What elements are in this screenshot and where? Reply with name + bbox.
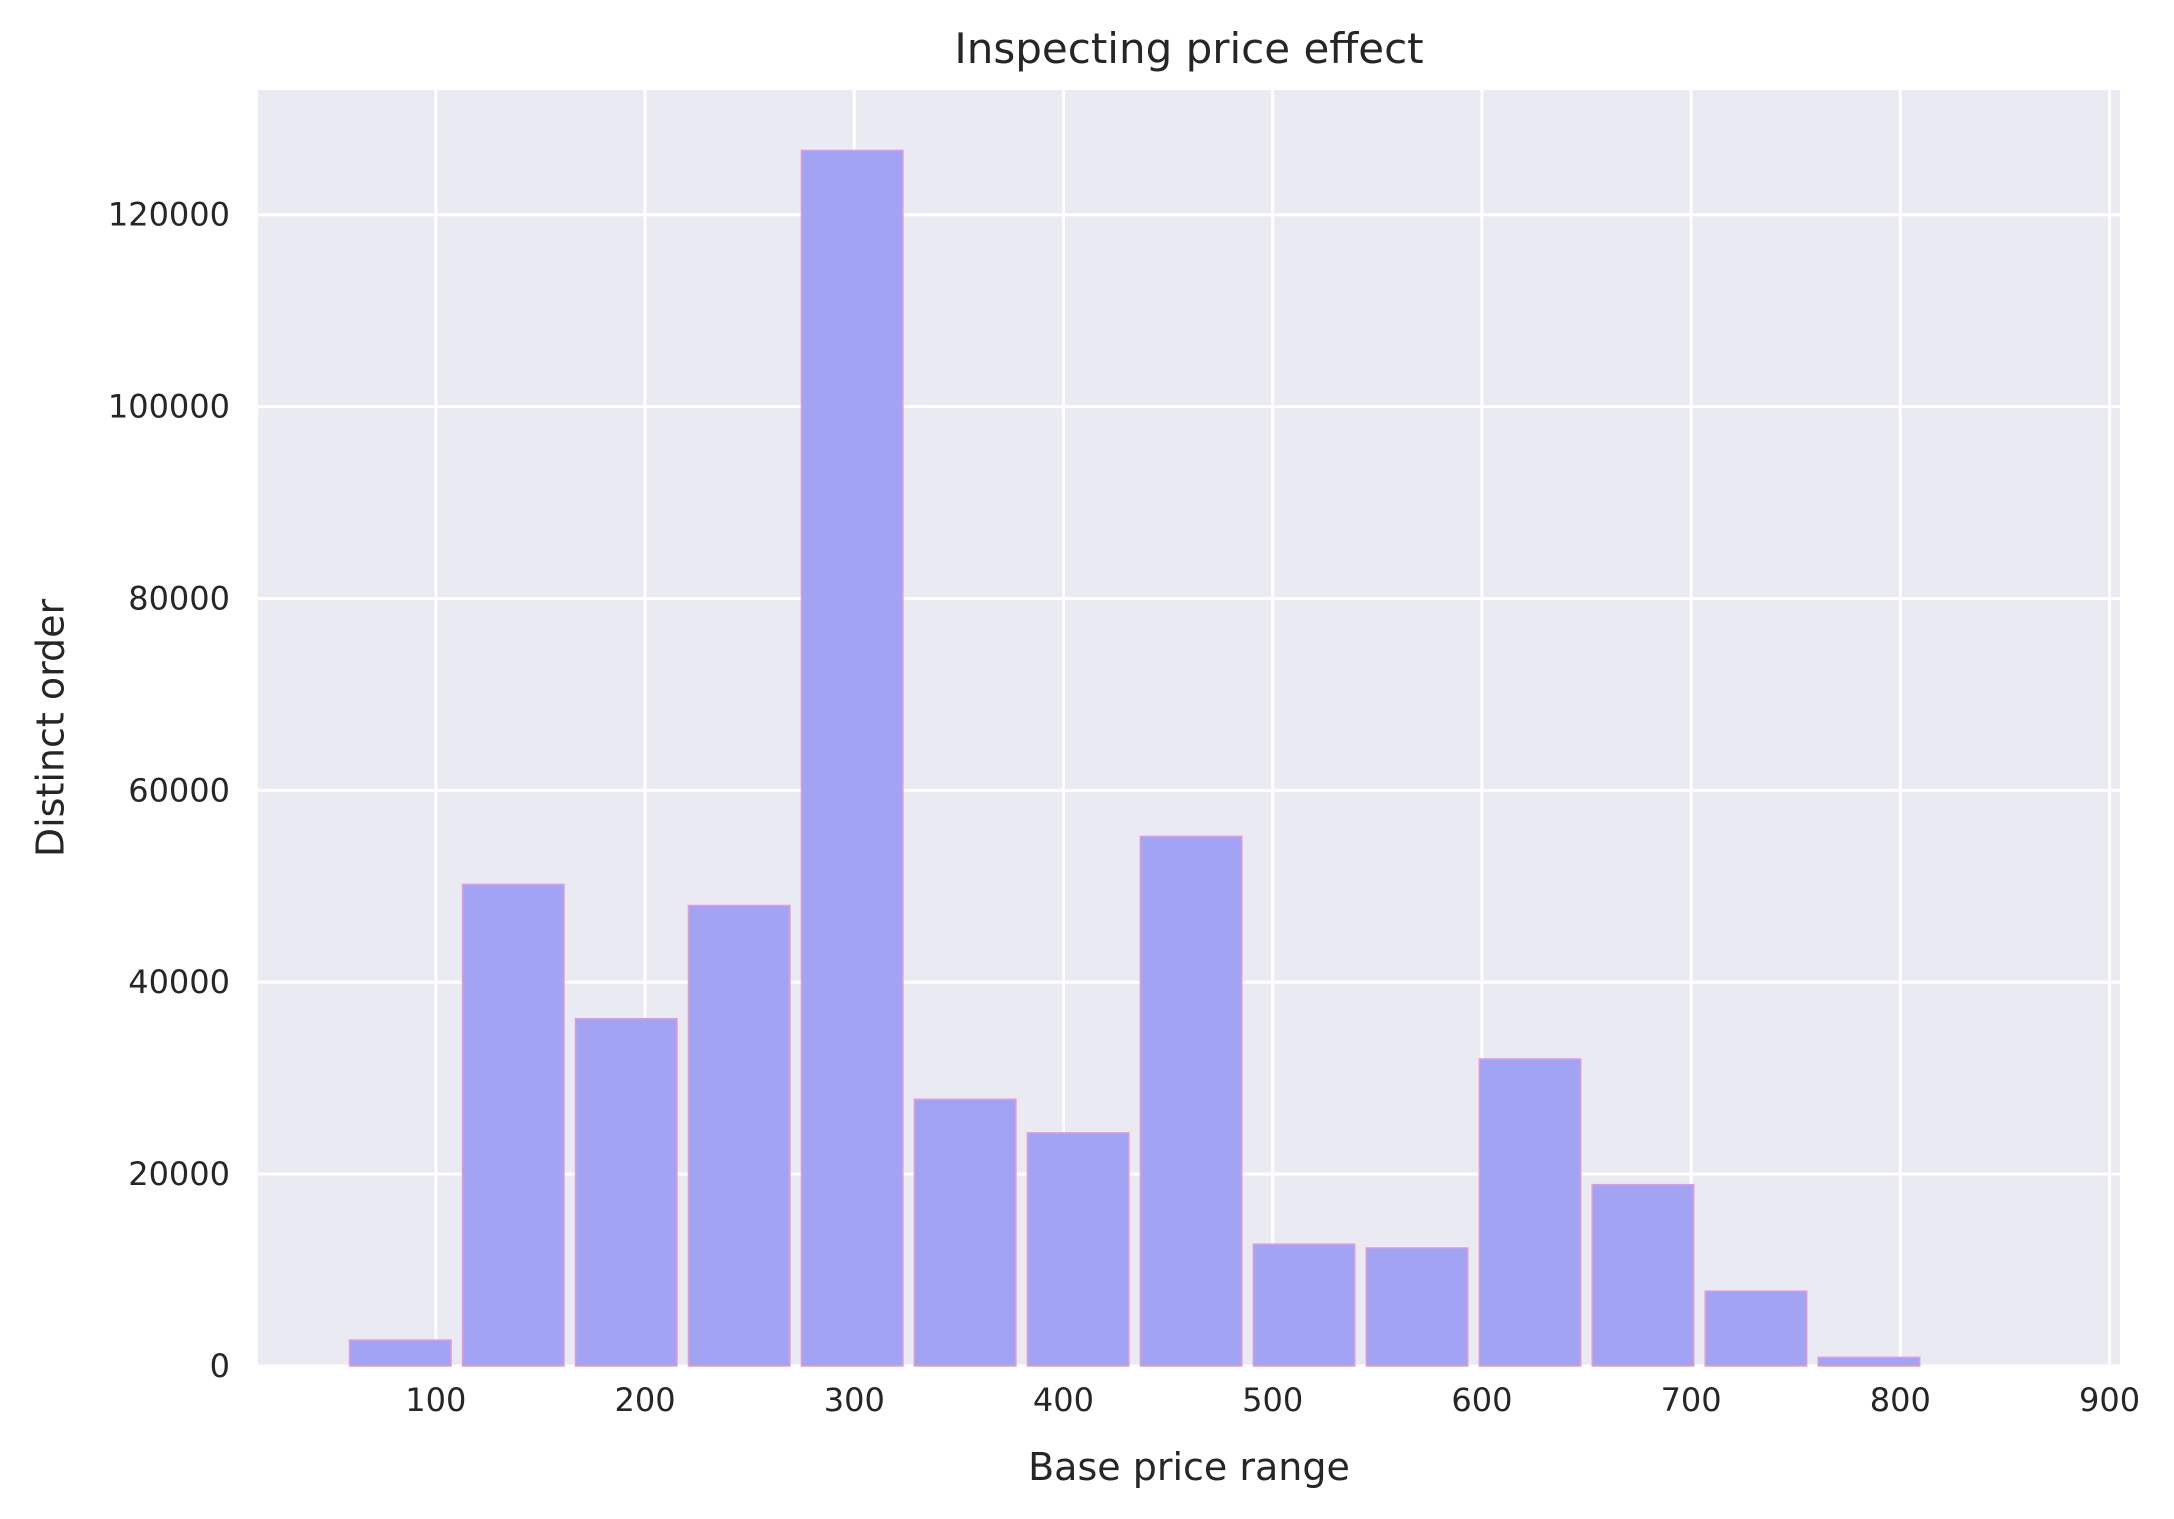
y-tick-label: 20000 [128,1155,230,1193]
x-tick-label: 200 [615,1381,676,1419]
bar [800,149,904,1367]
x-tick-label: 700 [1661,1381,1722,1419]
bar [1591,1183,1695,1367]
x-tick-label: 500 [1242,1381,1303,1419]
bar [348,1339,452,1367]
y-tick-label: 100000 [108,388,230,426]
y-tick-label: 60000 [128,771,230,809]
bars [348,149,1921,1367]
x-tick-label: 100 [405,1381,466,1419]
bar [1704,1290,1808,1367]
bar [461,883,565,1367]
x-tick-label: 300 [824,1381,885,1419]
y-axis-title: Distinct order [28,598,72,857]
y-tick-labels: 0 20000 40000 60000 80000 100000 120000 [108,196,230,1385]
x-tick-label: 800 [1870,1381,1931,1419]
y-tick-label: 0 [210,1347,230,1385]
bar [1478,1058,1582,1367]
y-tick-label: 120000 [108,196,230,234]
x-tick-label: 900 [2079,1381,2140,1419]
x-axis-title: Base price range [1028,1445,1350,1489]
bar [1252,1243,1356,1367]
bar [1365,1247,1469,1367]
bar [1817,1356,1921,1367]
bar [1026,1132,1130,1367]
x-tick-labels: 100 200 300 400 500 600 700 800 900 [405,1381,2140,1419]
y-tick-label: 80000 [128,579,230,617]
chart-title: Inspecting price effect [954,24,1423,73]
y-tick-label: 40000 [128,963,230,1001]
x-tick-label: 600 [1451,1381,1512,1419]
bar [687,904,791,1367]
x-tick-label: 400 [1033,1381,1094,1419]
bar [913,1098,1017,1367]
bar [1139,835,1243,1367]
bar [574,1017,678,1367]
